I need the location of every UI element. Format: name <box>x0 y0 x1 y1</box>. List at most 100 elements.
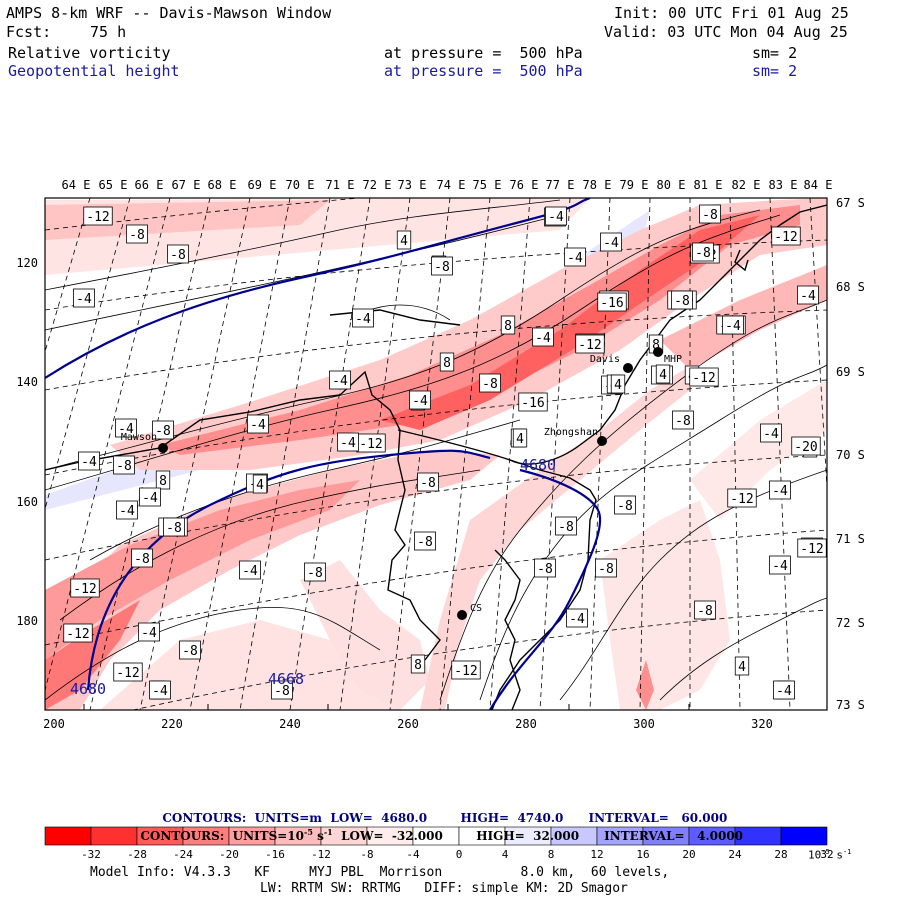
vorticity-label-text: -12 <box>116 666 139 681</box>
vorticity-label: -4 <box>337 432 359 452</box>
vorticity-label-text: 4 <box>400 234 408 249</box>
bottom-axis-label: 280 <box>515 717 537 731</box>
model-info: Model Info: V4.3.3 KF MYJ PBL Morrison 8… <box>90 865 670 880</box>
vorticity-label-text: -8 <box>434 260 450 275</box>
vorticity-label: -4 <box>138 622 160 642</box>
vorticity-label-text: -8 <box>695 246 711 261</box>
vorticity-label-text: 4 <box>614 378 622 393</box>
colorbar-tick-label: 4 <box>502 848 509 861</box>
vorticity-label: -8 <box>163 517 185 537</box>
vorticity-label-text: 8 <box>159 474 167 489</box>
station-layer: Mawson Davis MHP Zhongshan CS <box>121 347 682 620</box>
station-label: Mawson <box>121 432 157 443</box>
vorticity-label: -8 <box>694 600 716 620</box>
colorbar-tick-label: 8 <box>548 848 555 861</box>
colorbar-unit-tail: s <box>836 848 843 862</box>
field2-pressure: at pressure = 500 hPa <box>384 62 583 80</box>
colorbar-tick-label: -8 <box>360 848 373 861</box>
vorticity-label-text: -20 <box>794 440 817 455</box>
right-lat-label: 70 S <box>836 448 865 462</box>
vorticity-label: -4 <box>352 308 374 328</box>
vorticity-label: -8 <box>271 680 293 700</box>
vorticity-label: -8 <box>614 495 636 515</box>
vorticity-label: -8 <box>671 290 693 310</box>
vorticity-label: -12 <box>797 538 827 558</box>
vorticity-label-text: -8 <box>537 562 553 577</box>
vorticity-label: -8 <box>126 224 148 244</box>
contour1-high: HIGH= 4740.0 <box>460 811 564 825</box>
vorticity-label: -4 <box>116 500 138 520</box>
vorticity-label-text: -8 <box>274 684 290 699</box>
station-label: Zhongshan <box>544 427 598 438</box>
valid-time: Valid: 03 UTC Mon 04 Aug 25 <box>604 23 848 41</box>
top-lon-label: 77 E <box>546 178 575 192</box>
vorticity-label: -8 <box>417 472 439 492</box>
vorticity-label: 4 <box>610 374 626 394</box>
vorticity-label-text: -8 <box>598 562 614 577</box>
colorbar-tick-label: -28 <box>127 848 147 861</box>
colorbar: -32 -28 -24 -20 -16 -12 -8 -4 0 4 8 12 16 20 24 28 32 <box>44 826 834 861</box>
vorticity-label: -12 <box>575 334 605 354</box>
field2-name: Geopotential height <box>8 62 180 80</box>
vorticity-label-text: -8 <box>417 535 433 550</box>
top-lon-label: 64 E <box>62 178 91 192</box>
vorticity-label-text: -4 <box>242 564 258 579</box>
colorbar-segment <box>44 826 92 846</box>
vorticity-label-text: -4 <box>763 427 779 442</box>
top-lon-label: 78 E <box>583 178 612 192</box>
station-label: CS <box>470 603 482 614</box>
vorticity-label: -4 <box>139 487 161 507</box>
plot-border <box>44 197 828 711</box>
colorbar-unit-exp: -5 <box>821 848 830 856</box>
left-axis-label: 180 <box>16 614 38 628</box>
colorbar-tick-label: 0 <box>456 848 463 861</box>
bottom-axis-label: 200 <box>43 717 65 731</box>
vorticity-label-text: -4 <box>772 484 788 499</box>
contour2-units: UNITS=10 <box>232 829 305 843</box>
vorticity-label-text: -4 <box>118 422 134 437</box>
vorticity-label-text: 8 <box>652 338 660 353</box>
field1-name: Relative vorticity <box>8 44 171 62</box>
axis-label-layer: 64 E 65 E 66 E 67 E 68 E 69 E 70 E 71 E 72 E 73 E… <box>16 178 865 731</box>
vorticity-label-text: -8 <box>420 476 436 491</box>
contour1-interval: INTERVAL= 60.000 <box>588 811 728 825</box>
colorbar-tick-label: -20 <box>219 848 239 861</box>
vorticity-label-text: -4 <box>250 418 266 433</box>
bottom-axis-label: 320 <box>751 717 773 731</box>
vorticity-label-text: -16 <box>600 296 623 311</box>
vorticity-label: 4 <box>734 656 750 676</box>
right-lat-label: 72 S <box>836 616 865 630</box>
vorticity-label-text: -12 <box>800 542 823 557</box>
vorticity-label-text: -4 <box>548 210 564 225</box>
vorticity-label: -4 <box>73 288 95 308</box>
colorbar-segment <box>780 826 828 846</box>
vorticity-label: -4 <box>769 555 791 575</box>
vorticity-label-text: -12 <box>692 371 715 386</box>
top-lon-label: 76 E <box>510 178 539 192</box>
vorticity-label: 8 <box>410 654 426 674</box>
station-marker <box>653 347 663 357</box>
left-axis-label: 160 <box>16 495 38 509</box>
vorticity-label: 4 <box>655 364 671 384</box>
vorticity-label-text: -4 <box>141 626 157 641</box>
vorticity-label: 4 <box>512 428 528 448</box>
right-lat-label: 71 S <box>836 532 865 546</box>
station-label: MHP <box>664 354 682 365</box>
left-axis-label: 120 <box>16 256 38 270</box>
colorbar-tick-label: 24 <box>728 848 742 861</box>
vorticity-label: -4 <box>115 418 137 438</box>
contour-info-2: CONTOURS: UNITS=10-5 s-1 LOW= -32.000 HI… <box>132 813 743 843</box>
field1-smoothing: sm= 2 <box>752 44 798 62</box>
vorticity-label-text: -12 <box>454 664 477 679</box>
graticule <box>45 198 827 710</box>
vorticity-label-text: -8 <box>307 566 323 581</box>
vorticity-label-text: 4 <box>256 478 264 493</box>
vorticity-label-text: -8 <box>182 644 198 659</box>
vorticity-label: -4 <box>329 370 351 390</box>
top-lon-label: 70 E <box>286 178 315 192</box>
vorticity-label: -4 <box>600 232 622 252</box>
vorticity-label-text: -12 <box>73 582 96 597</box>
vorticity-label-text: -4 <box>800 289 816 304</box>
field1-pressure: at pressure = 500 hPa <box>384 44 583 62</box>
